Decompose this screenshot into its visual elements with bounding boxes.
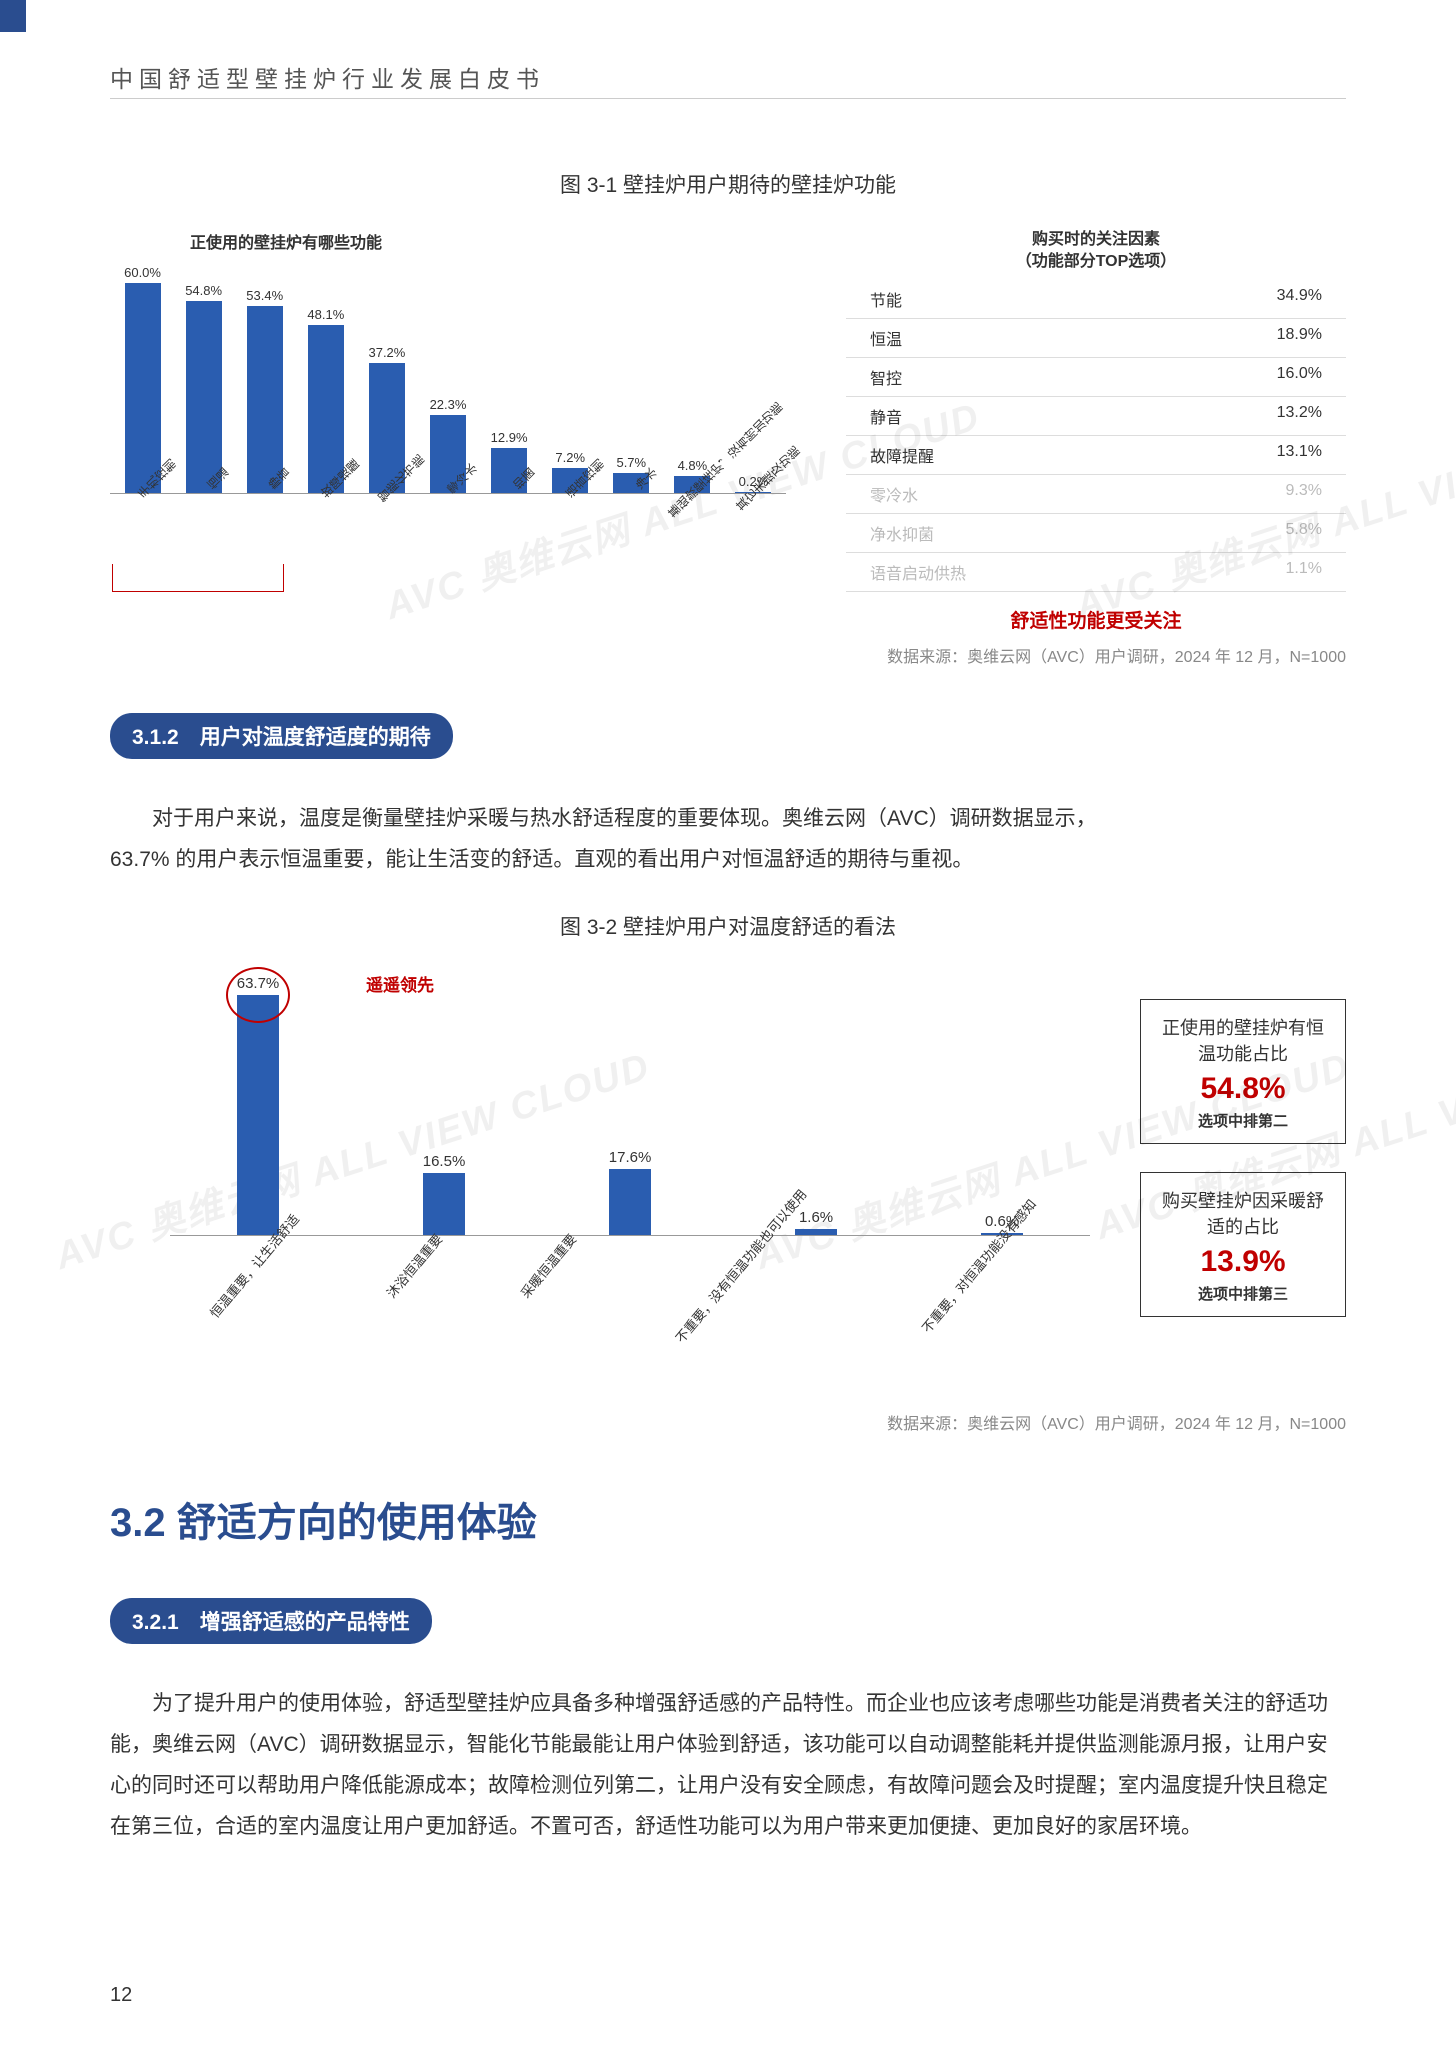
chart31-bar-rect [125, 283, 161, 493]
chart32-source: 数据来源：奥维云网（AVC）用户调研，2024 年 12 月，N=1000 [110, 1410, 1346, 1434]
chart31-bar-area: 正使用的壁挂炉有哪些功能 60.0% 54.8% 53.4% 48.1% 37.2% 22… [110, 229, 786, 633]
chart31-factor-name: 零冷水 [870, 482, 918, 506]
chart32-bar-rect [609, 1169, 651, 1235]
stat-box1-sub: 选项中排第二 [1159, 1110, 1327, 1131]
chart32-lead-label: 遥遥领先 [366, 971, 434, 996]
chart31-title: 图 3-1 壁挂炉用户期待的壁挂炉功能 [110, 169, 1346, 199]
section-312-heading: 3.1.2 用户对温度舒适度的期待 [110, 713, 453, 759]
doc-running-title: 中国舒适型壁挂炉行业发展白皮书 [110, 60, 1346, 94]
chart31-bar-value: 48.1% [307, 307, 344, 322]
section-321-heading: 3.2.1 增强舒适感的产品特性 [110, 1598, 432, 1644]
chart31-factor-value: 34.9% [1277, 287, 1322, 311]
chart32-title: 图 3-2 壁挂炉用户对温度舒适的看法 [110, 911, 1346, 941]
chart32-bar-rect [237, 995, 279, 1235]
chart31-factor-row: 故障提醒 13.1% [846, 436, 1346, 475]
chart31-factor-name: 恒温 [870, 326, 902, 350]
chart31-right-caption: 舒适性功能更受关注 [846, 606, 1346, 633]
chart31-left-title: 正使用的壁挂炉有哪些功能 [190, 229, 786, 253]
page-number: 12 [110, 1984, 132, 2007]
chart32-bar-value: 17.6% [609, 1149, 652, 1166]
chart31-factor-row: 节能 34.9% [846, 280, 1346, 319]
chart31-bar-col: 60.0% [116, 265, 169, 493]
section-321-body: 为了提升用户的使用体验，舒适型壁挂炉应具备多种增强舒适感的产品特性。而企业也应该… [110, 1684, 1346, 1848]
chart32-stat-box-2: 购买壁挂炉因采暖舒适的占比 13.9% 选项中排第三 [1140, 1172, 1346, 1317]
chart31-factor-row: 净水抑菌 5.8% [846, 514, 1346, 553]
chart32-container: 63.7%遥遥领先16.5%17.6%1.6%0.6% 恒温重要，让生活舒适沐浴… [110, 971, 1346, 1400]
chart31-factor-row: 语音启动供热 1.1% [846, 553, 1346, 592]
chart31-factor-name: 故障提醒 [870, 443, 934, 467]
chart31-factor-row: 零冷水 9.3% [846, 475, 1346, 514]
chart31-factor-value: 13.1% [1277, 443, 1322, 467]
chart32-labels: 恒温重要，让生活舒适沐浴恒温重要采暖恒温重要不重要，没有恒温功能也可以使用不重要… [170, 1240, 1090, 1400]
chart32-bar-area: 63.7%遥遥领先16.5%17.6%1.6%0.6% 恒温重要，让生活舒适沐浴… [110, 971, 1090, 1400]
chart31-labels: 手机控制恒温静音故障提醒智能化节能零冷水抑菌语音控制净水基础款壁挂炉，没有附加功… [110, 498, 786, 608]
stat-box2-sub: 选项中排第三 [1159, 1283, 1327, 1304]
section-312-body-l1: 对于用户来说，温度是衡量壁挂炉采暖与热水舒适程度的重要体现。奥维云网（AVC）调… [110, 799, 1346, 840]
chart31-factor-name: 净水抑菌 [870, 521, 934, 545]
chart31-factor-value: 18.9% [1277, 326, 1322, 350]
chart31-factor-value: 9.3% [1286, 482, 1322, 506]
chart31-factor-name: 智控 [870, 365, 902, 389]
chart31-factor-row: 智控 16.0% [846, 358, 1346, 397]
chart31-container: 正使用的壁挂炉有哪些功能 60.0% 54.8% 53.4% 48.1% 37.2% 22… [110, 229, 1346, 633]
chart32-stat-box-1: 正使用的壁挂炉有恒温功能占比 54.8% 选项中排第二 [1140, 999, 1346, 1144]
left-accent-bar [0, 0, 26, 32]
chart31-source: 数据来源：奥维云网（AVC）用户调研，2024 年 12 月，N=1000 [110, 643, 1346, 667]
chart31-bar-value: 60.0% [124, 265, 161, 280]
chart31-right-title-l1: 购买时的关注因素 [1032, 231, 1160, 248]
document-page: AVC 奥维云网 ALL VIEW CLOUD AVC 奥维云网 ALL VIE… [0, 0, 1456, 2047]
stat-box1-title: 正使用的壁挂炉有恒温功能占比 [1159, 1014, 1327, 1066]
chart31-factor-rows: 节能 34.9% 恒温 18.9% 智控 16.0% 静音 13.2% 故障提醒 13.1% 零冷水… [846, 280, 1346, 592]
chart31-factor-table: 购买时的关注因素 （功能部分TOP选项） 节能 34.9% 恒温 18.9% 智控 16.… [846, 229, 1346, 633]
chart31-right-title-l2: （功能部分TOP选项） [1016, 253, 1177, 270]
section-312-body-l2: 63.7% 的用户表示恒温重要，能让生活变的舒适。直观的看出用户对恒温舒适的期待… [110, 840, 1346, 881]
chart32-bar-value: 16.5% [423, 1153, 466, 1170]
chart32-bar-value: 63.7% [237, 975, 280, 992]
chart31-factor-value: 5.8% [1286, 521, 1322, 545]
chart31-bar-value: 37.2% [368, 345, 405, 360]
stat-box2-title: 购买壁挂炉因采暖舒适的占比 [1159, 1187, 1327, 1239]
stat-box1-value: 54.8% [1159, 1072, 1327, 1106]
chart31-bar-value: 54.8% [185, 283, 222, 298]
chart31-bar-value: 22.3% [430, 397, 467, 412]
chart31-factor-name: 静音 [870, 404, 902, 428]
chart32-stat-boxes: 正使用的壁挂炉有恒温功能占比 54.8% 选项中排第二 购买壁挂炉因采暖舒适的占… [1140, 971, 1346, 1400]
chart31-right-title: 购买时的关注因素 （功能部分TOP选项） [846, 229, 1346, 272]
chart31-factor-name: 节能 [870, 287, 902, 311]
stat-box2-value: 13.9% [1159, 1245, 1327, 1279]
chart31-factor-row: 恒温 18.9% [846, 319, 1346, 358]
section-32-h2: 3.2 舒适方向的使用体验 [110, 1490, 1346, 1548]
chart31-factor-value: 16.0% [1277, 365, 1322, 389]
title-rule [110, 98, 1346, 99]
chart31-factor-value: 1.1% [1286, 560, 1322, 584]
chart31-factor-row: 静音 13.2% [846, 397, 1346, 436]
chart31-bar-value: 53.4% [246, 288, 283, 303]
chart31-factor-value: 13.2% [1277, 404, 1322, 428]
chart31-factor-name: 语音启动供热 [870, 560, 966, 584]
